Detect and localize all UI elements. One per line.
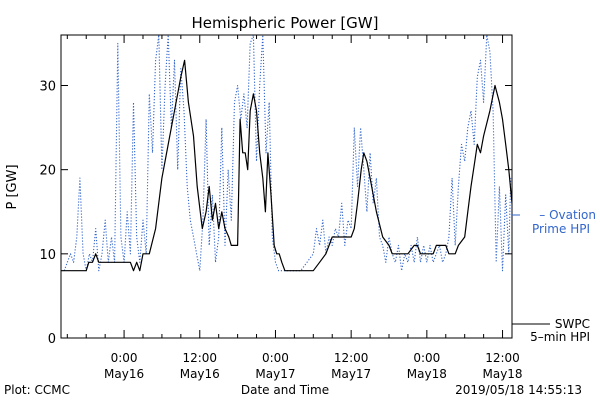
x-tick-label-date: May16 xyxy=(180,367,220,381)
legend-ovation-line2: Prime HPI xyxy=(532,222,590,236)
series-line-swpc xyxy=(61,59,512,272)
chart-title: Hemispheric Power [GW] xyxy=(192,14,379,32)
legend-swpc: SWPC 5–min HPI xyxy=(512,317,590,344)
y-axis-label: P [GW] xyxy=(5,164,20,209)
x-tick-label-time: 0:00 xyxy=(262,351,289,365)
series-layer xyxy=(61,35,512,272)
x-axis: 0:00 May16 12:00 May16 0:00 May17 12:00 May17 0:… xyxy=(66,35,523,381)
x-axis-label: Date and Time xyxy=(241,383,329,397)
footer-source: Plot: CCMC xyxy=(4,383,70,397)
x-tick-label-time: 0:00 xyxy=(413,351,440,365)
x-tick-label-date: May16 xyxy=(104,367,144,381)
legend-ovation-line1: – Ovation xyxy=(539,208,596,222)
x-tick-label-date: May17 xyxy=(255,367,295,381)
x-tick-label-date: May18 xyxy=(482,367,522,381)
x-tick-label-time: 12:00 xyxy=(182,351,217,365)
legend-swpc-line2: 5–min HPI xyxy=(530,330,590,344)
y-tick-label: 20 xyxy=(39,164,56,179)
footer-timestamp: 2019/05/18 14:55:13 xyxy=(455,383,582,397)
x-tick-label-date: May17 xyxy=(331,367,371,381)
y-tick-label: 0 xyxy=(48,332,56,347)
y-tick-label: 30 xyxy=(39,80,56,95)
y-tick-label: 10 xyxy=(39,248,56,263)
series-line-ovation xyxy=(63,35,512,272)
x-tick-label-date: May18 xyxy=(407,367,447,381)
legend-swpc-line1: SWPC xyxy=(555,317,590,331)
x-tick-label-time: 0:00 xyxy=(111,351,138,365)
y-axis: 0 10 20 30 xyxy=(39,80,512,347)
x-tick-label-time: 12:00 xyxy=(485,351,520,365)
plot-frame xyxy=(60,34,513,339)
x-tick-label-time: 12:00 xyxy=(334,351,369,365)
legend-ovation: – Ovation Prime HPI xyxy=(512,208,596,236)
